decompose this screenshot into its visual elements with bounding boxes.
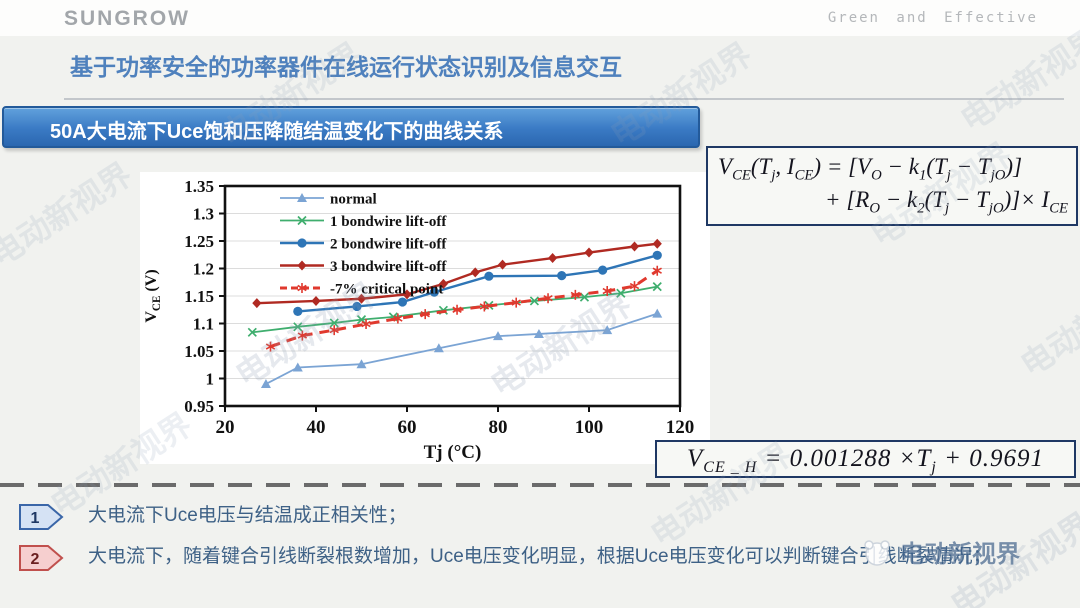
section-banner-text: 50A大电流下Uce饱和压降随结温变化下的曲线关系: [50, 121, 504, 143]
svg-text:Tj (°C): Tj (°C): [424, 442, 482, 463]
svg-text:20: 20: [216, 417, 235, 438]
svg-text:60: 60: [398, 417, 417, 438]
dashed-divider: [0, 483, 1080, 487]
vce-fit-formula-box: VCE _ H = 0.001288 ×Tj + 0.9691: [655, 440, 1076, 478]
svg-text:1.05: 1.05: [184, 342, 214, 361]
point-1-badge-shape: [19, 504, 64, 530]
svg-text:1.3: 1.3: [193, 205, 214, 224]
watermark-text: 电动新视界: [1014, 266, 1080, 384]
point-1-row: 1 大电流下Uce电压与结温成正相关性；: [18, 502, 1038, 531]
point-2-badge-shape: [19, 545, 64, 571]
point-1-number: 1: [31, 510, 40, 527]
title-rule: [64, 98, 1064, 100]
sungrow-logo: SUNGROW: [64, 7, 190, 30]
point-2-row: 2 大电流下，随着键合引线断裂根数增加，Uce电压变化明显，根据Uce电压变化可…: [18, 543, 1038, 572]
vce-tj-line-chart: 0.95 1 1.05 1.1 1.15 1.2 1.25 1.3 1.35 20 40 60 80 10…: [143, 177, 695, 463]
svg-text:1.25: 1.25: [184, 232, 214, 251]
svg-text:normal: normal: [330, 192, 377, 208]
svg-text:-7% critical point: -7% critical point: [330, 282, 443, 298]
tagline: Green and Effective: [827, 10, 1038, 26]
svg-text:1 bondwire lift-off: 1 bondwire lift-off: [330, 214, 447, 230]
svg-text:0.95: 0.95: [184, 397, 214, 416]
section-banner: 50A大电流下Uce饱和压降随结温变化下的曲线关系: [2, 106, 700, 148]
vce-model-formula-line1: VCE(Tj, ICE) = [VO − k1(Tj − TjO)]: [718, 154, 1023, 184]
svg-text:VCE (V): VCE (V): [143, 269, 163, 322]
vce-model-formula-line2: + [RO − k2(Tj − TjO)]× ICE: [825, 186, 1068, 217]
point-2-text: 大电流下，随着键合引线断裂根数增加，Uce电压变化明显，根据Uce电压变化可以判…: [88, 546, 992, 567]
point-1-badge: 1: [19, 504, 64, 530]
vce-fit-formula-text: VCE _ H = 0.001288 ×Tj + 0.9691: [686, 445, 1044, 476]
svg-text:40: 40: [307, 417, 326, 438]
point-2-badge: 2: [19, 545, 64, 571]
chart-panel: 0.95 1 1.05 1.1 1.15 1.2 1.25 1.3 1.35 20 40 60 80 10…: [140, 172, 710, 464]
svg-text:2 bondwire lift-off: 2 bondwire lift-off: [330, 237, 447, 253]
svg-text:1.1: 1.1: [193, 315, 214, 334]
vce-model-formula-box: VCE(Tj, ICE) = [VO − k1(Tj − TjO)] + [RO…: [706, 146, 1078, 226]
watermark-text: 电动新视界: [0, 156, 139, 274]
point-2-number: 2: [31, 551, 40, 568]
top-bar: SUNGROW Green and Effective: [0, 0, 1080, 36]
svg-text:120: 120: [666, 417, 695, 438]
svg-text:80: 80: [489, 417, 508, 438]
svg-text:3 bondwire lift-off: 3 bondwire lift-off: [330, 259, 447, 275]
page-title: 基于功率安全的功率器件在线运行状态识别及信息交互: [70, 54, 622, 80]
svg-text:1.2: 1.2: [193, 260, 214, 279]
svg-text:100: 100: [575, 417, 604, 438]
svg-text:1.15: 1.15: [184, 287, 214, 306]
svg-text:1: 1: [206, 370, 215, 389]
svg-text:1.35: 1.35: [184, 177, 214, 196]
point-1-text: 大电流下Uce电压与结温成正相关性；: [88, 505, 407, 526]
